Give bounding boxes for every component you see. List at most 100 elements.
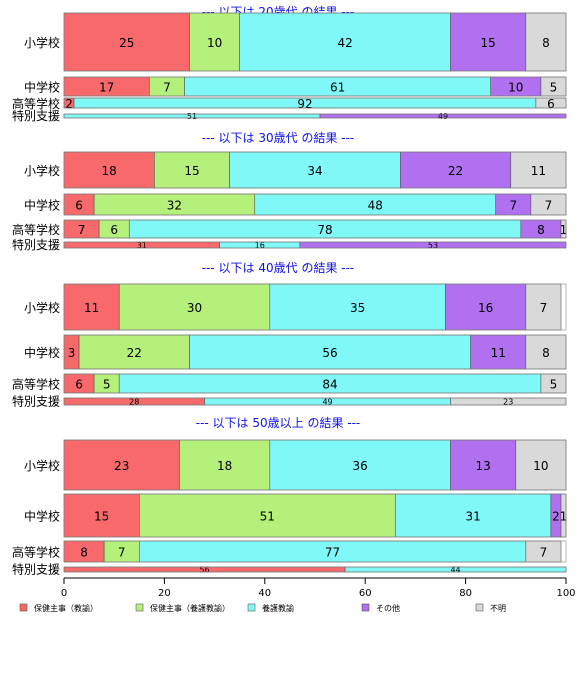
- data-label: 6: [110, 223, 118, 237]
- data-label: 15: [184, 164, 199, 178]
- data-label: 92: [297, 97, 312, 111]
- bar-outline: [63, 219, 567, 239]
- bar-segment: [445, 283, 527, 331]
- data-label: 7: [545, 199, 553, 213]
- bar-segment: [525, 283, 562, 331]
- data-label: 1: [560, 510, 568, 524]
- bar-segment: [78, 334, 190, 370]
- bar-outline: [63, 566, 567, 573]
- data-label: 61: [330, 81, 345, 95]
- data-label: 44: [450, 566, 460, 575]
- row-label: 特別支援: [12, 394, 60, 409]
- data-label: 17: [99, 81, 114, 95]
- data-label: 18: [217, 459, 232, 473]
- data-label: 10: [207, 36, 222, 50]
- x-tick-label: 60: [359, 588, 372, 599]
- panel-title: --- 以下は 50歳以上 の結果 ---: [196, 416, 361, 430]
- bar-segment: [525, 12, 567, 72]
- data-label: 16: [478, 301, 493, 315]
- bar-outline: [63, 151, 567, 189]
- data-label: 5: [550, 378, 558, 392]
- legend-swatch: [247, 603, 256, 612]
- data-label: 6: [75, 378, 83, 392]
- data-label: 84: [322, 378, 337, 392]
- panel-title: --- 以下は 30歳代 の結果 ---: [202, 131, 355, 145]
- data-label: 13: [476, 459, 491, 473]
- data-label: 2: [552, 510, 560, 524]
- bar-outline: [63, 113, 567, 119]
- bar-outline: [63, 540, 567, 563]
- data-label: 2: [65, 97, 73, 111]
- data-label: 30: [187, 301, 202, 315]
- legend-label: 保健主事（養護教諭）: [150, 603, 230, 613]
- data-label: 11: [84, 301, 99, 315]
- data-label: 8: [537, 223, 545, 237]
- bar-outline: [63, 283, 567, 331]
- legend-swatch: [475, 603, 484, 612]
- bar-segment: [63, 283, 120, 331]
- bar-outline: [63, 97, 567, 109]
- data-label: 35: [350, 301, 365, 315]
- bar-segment: [63, 439, 180, 491]
- data-label: 23: [503, 398, 513, 407]
- data-label: 22: [448, 164, 463, 178]
- row-label: 中学校: [24, 509, 60, 524]
- bar-outline: [63, 193, 567, 216]
- data-label: 28: [129, 398, 139, 407]
- data-label: 16: [255, 241, 265, 250]
- data-label: 7: [78, 223, 86, 237]
- legend-swatch: [19, 603, 28, 612]
- bar-segment: [450, 12, 527, 72]
- x-tick-label: 80: [459, 588, 472, 599]
- row-label: 高等学校: [12, 377, 60, 392]
- data-label: 49: [438, 112, 448, 121]
- bar-segment: [189, 334, 471, 370]
- data-label: 5: [550, 81, 558, 95]
- bar-outline: [63, 397, 567, 406]
- bar-segment: [525, 334, 567, 370]
- row-label: 中学校: [24, 80, 60, 95]
- data-label: 7: [540, 301, 548, 315]
- legend-label: 不明: [490, 604, 506, 613]
- data-label: 31: [465, 510, 480, 524]
- data-label: 5: [103, 378, 111, 392]
- legend-label: その他: [376, 603, 400, 613]
- x-tick-label: 40: [258, 588, 271, 599]
- data-label: 56: [322, 346, 337, 360]
- bar-segment: [269, 439, 451, 491]
- bar-outline: [63, 373, 567, 394]
- row-label: 小学校: [24, 163, 60, 178]
- bar-outline: [63, 241, 567, 249]
- data-label: 6: [75, 199, 83, 213]
- data-label: 53: [428, 241, 438, 250]
- row-label: 特別支援: [12, 108, 60, 123]
- data-label: 11: [491, 346, 506, 360]
- data-label: 10: [508, 81, 523, 95]
- data-label: 7: [163, 81, 171, 95]
- data-label: 31: [137, 241, 147, 250]
- bar-segment: [269, 283, 446, 331]
- x-tick-label: 100: [556, 588, 575, 599]
- row-label: 高等学校: [12, 545, 60, 560]
- data-label: 8: [80, 546, 88, 560]
- x-tick-label: 0: [61, 588, 67, 599]
- bar-outline: [63, 334, 567, 370]
- row-label: 中学校: [24, 198, 60, 213]
- data-label: 15: [94, 510, 109, 524]
- data-label: 23: [114, 459, 129, 473]
- row-label: 中学校: [24, 345, 60, 360]
- data-label: 3: [68, 346, 76, 360]
- x-tick-label: 20: [158, 588, 171, 599]
- data-label: 25: [119, 36, 134, 50]
- legend-label: 保健主事（教諭）: [34, 603, 98, 613]
- bar-segment: [139, 493, 396, 538]
- data-label: 56: [199, 566, 209, 575]
- data-label: 1: [560, 223, 568, 237]
- data-label: 11: [531, 164, 546, 178]
- data-label: 32: [167, 199, 182, 213]
- data-label: 48: [368, 199, 383, 213]
- data-label: 42: [337, 36, 352, 50]
- row-label: 小学校: [24, 458, 60, 473]
- row-label: 小学校: [24, 35, 60, 50]
